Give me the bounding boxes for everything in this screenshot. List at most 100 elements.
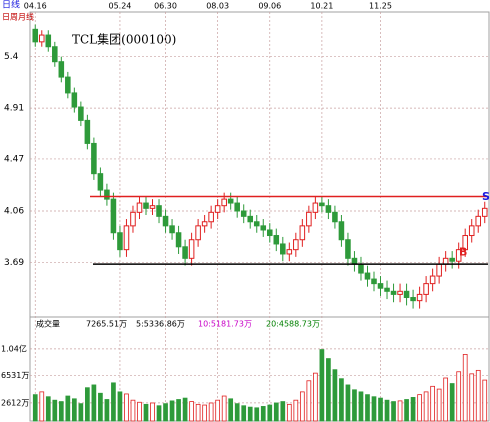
volume-bar (124, 393, 129, 422)
volume-bar (91, 384, 97, 422)
volume-bar (313, 372, 318, 422)
candle-body (149, 205, 156, 209)
volume-bar (117, 391, 123, 422)
volume-bar (39, 391, 45, 422)
volume-bar (234, 403, 240, 422)
period-tabs[interactable]: 日周月线 (2, 12, 34, 22)
candle-body (481, 207, 488, 217)
candle-body (195, 225, 201, 241)
period-label[interactable]: 日线 (2, 0, 20, 11)
candle-body (227, 198, 234, 204)
candle-body (71, 92, 78, 108)
candle-body (175, 232, 182, 248)
volume-header: 成交量 (36, 319, 60, 329)
volume-bar (260, 406, 266, 422)
volume-bar (482, 379, 488, 422)
volume-bar (456, 371, 462, 422)
volume-bar (254, 407, 260, 422)
volume-bar (449, 383, 455, 422)
volume-bar (371, 396, 377, 422)
candle-body (260, 225, 267, 231)
volume-bar (299, 391, 305, 422)
candle-body (475, 215, 482, 227)
candle-body (182, 246, 188, 259)
volume-header: 5:5336.86万 (136, 320, 185, 329)
annotation: S (482, 190, 490, 203)
candle-body (462, 235, 468, 251)
volume-bar (410, 397, 416, 422)
candle-body (371, 278, 377, 285)
volume-header: 10:5181.73万 (198, 320, 252, 329)
candle-body (214, 205, 221, 213)
candle-body (299, 225, 306, 241)
candle-body (384, 287, 390, 292)
volume-bar (176, 399, 181, 422)
volume-bar (423, 391, 429, 422)
candle-body (162, 215, 169, 227)
y-tick-label: 4.91 (4, 104, 24, 114)
candle-body (345, 239, 351, 259)
candle-body (91, 142, 97, 175)
x-tick-label: 11.25 (369, 2, 392, 11)
candle-body (32, 28, 39, 43)
candle-body (130, 211, 136, 227)
candle-body (442, 257, 449, 265)
candle-body (208, 211, 214, 223)
volume-bar (182, 397, 188, 422)
volume-bar (443, 377, 449, 422)
volume-bar (156, 405, 162, 422)
volume-bar (98, 392, 103, 422)
volume-bar (221, 395, 227, 422)
candle-body (234, 202, 240, 212)
candle-body (416, 293, 423, 302)
y-tick-label: 3.69 (4, 258, 24, 268)
candle-body (240, 210, 247, 217)
candle-body (201, 221, 208, 227)
candle-body (403, 290, 410, 299)
candle-body (117, 232, 123, 251)
volume-bar (150, 402, 155, 422)
volume-bar (130, 399, 136, 422)
candle-body (123, 225, 130, 251)
candle-body (169, 225, 175, 234)
volume-bar (189, 401, 194, 422)
x-tick-label: 05.24 (108, 2, 131, 11)
candle-body (468, 225, 475, 237)
candle-body (332, 211, 338, 223)
candle-body (188, 239, 195, 259)
volume-bar (475, 369, 481, 422)
x-tick-label: 06.30 (154, 2, 177, 11)
candle-body (65, 76, 71, 94)
volume-bar (436, 388, 442, 422)
candle-body (423, 283, 429, 295)
volume-header: 7265.51万 (86, 320, 127, 329)
volume-bar (306, 380, 312, 422)
volume-bar (332, 369, 338, 422)
volume-bar (286, 403, 292, 422)
candle-body (273, 235, 280, 245)
y-tick-label: 4.47 (4, 154, 24, 164)
volume-bar (104, 399, 110, 422)
annotation: B (459, 245, 467, 258)
volume-bar (293, 399, 299, 422)
candle-body (45, 34, 52, 48)
volume-bar (267, 404, 273, 422)
candle-body (38, 34, 45, 43)
volume-header: 20:4588.73万 (266, 320, 320, 329)
volume-bar (58, 401, 64, 422)
volume-bar (384, 399, 390, 422)
x-tick-label: 04.16 (24, 2, 47, 11)
volume-bar (430, 385, 435, 422)
volume-bar (215, 399, 221, 422)
candle-body (52, 46, 58, 63)
candle-body (436, 263, 442, 277)
volume-bar (391, 401, 396, 422)
candle-body (104, 189, 110, 200)
volume-bar (378, 397, 383, 422)
candle-body (410, 297, 416, 302)
volume-bar (339, 378, 344, 422)
candle-body (280, 243, 286, 255)
candle-body (143, 202, 149, 209)
volume-bar (163, 403, 168, 422)
